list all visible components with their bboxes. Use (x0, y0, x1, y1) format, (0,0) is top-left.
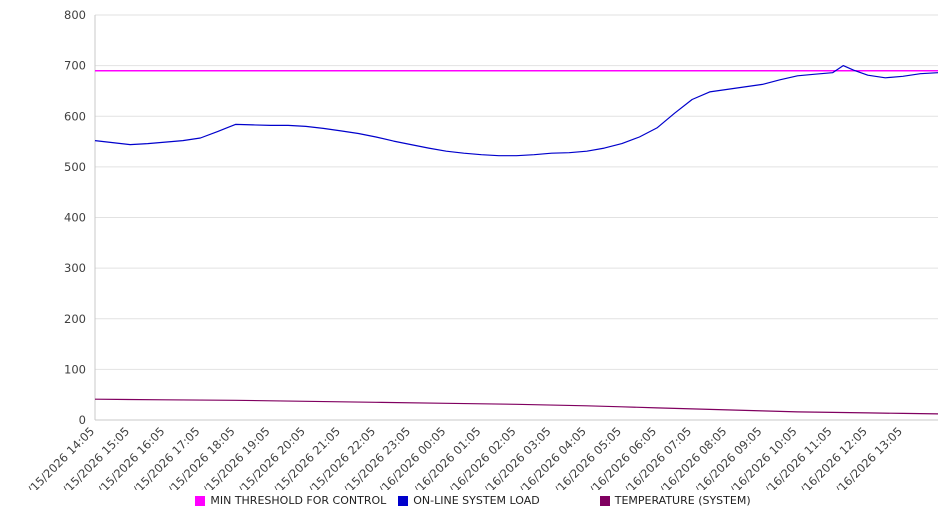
y-tick-label: 200 (64, 312, 86, 326)
y-tick-label: 500 (64, 160, 86, 174)
series-line-system-load (94, 64, 939, 157)
y-tick-label: 800 (64, 8, 86, 22)
y-tick-label: 700 (64, 59, 86, 73)
y-tick-label: 100 (64, 362, 86, 376)
y-tick-label: 400 (64, 211, 86, 225)
chart-legend: MIN THRESHOLD FOR CONTROL ON-LINE SYSTEM… (0, 494, 946, 507)
series-line-temperature-system (94, 398, 939, 415)
legend-item-min-threshold[interactable]: MIN THRESHOLD FOR CONTROL (195, 494, 386, 507)
y-tick-label: 600 (64, 109, 86, 123)
y-tick-label: 0 (79, 413, 86, 427)
legend-item-system-load[interactable]: ON-LINE SYSTEM LOAD (398, 494, 540, 507)
y-tick-label: 300 (64, 261, 86, 275)
legend-label-min-threshold: MIN THRESHOLD FOR CONTROL (210, 494, 387, 507)
legend-item-temperature[interactable]: TEMPERATURE (SYSTEM) (599, 494, 751, 507)
legend-label-system-load: ON-LINE SYSTEM LOAD (413, 494, 540, 507)
legend-label-temperature: TEMPERATURE (SYSTEM) (614, 494, 751, 507)
legend-swatch-system-load (398, 495, 409, 506)
legend-swatch-temperature (599, 495, 610, 506)
legend-swatch-min-threshold (195, 495, 206, 506)
